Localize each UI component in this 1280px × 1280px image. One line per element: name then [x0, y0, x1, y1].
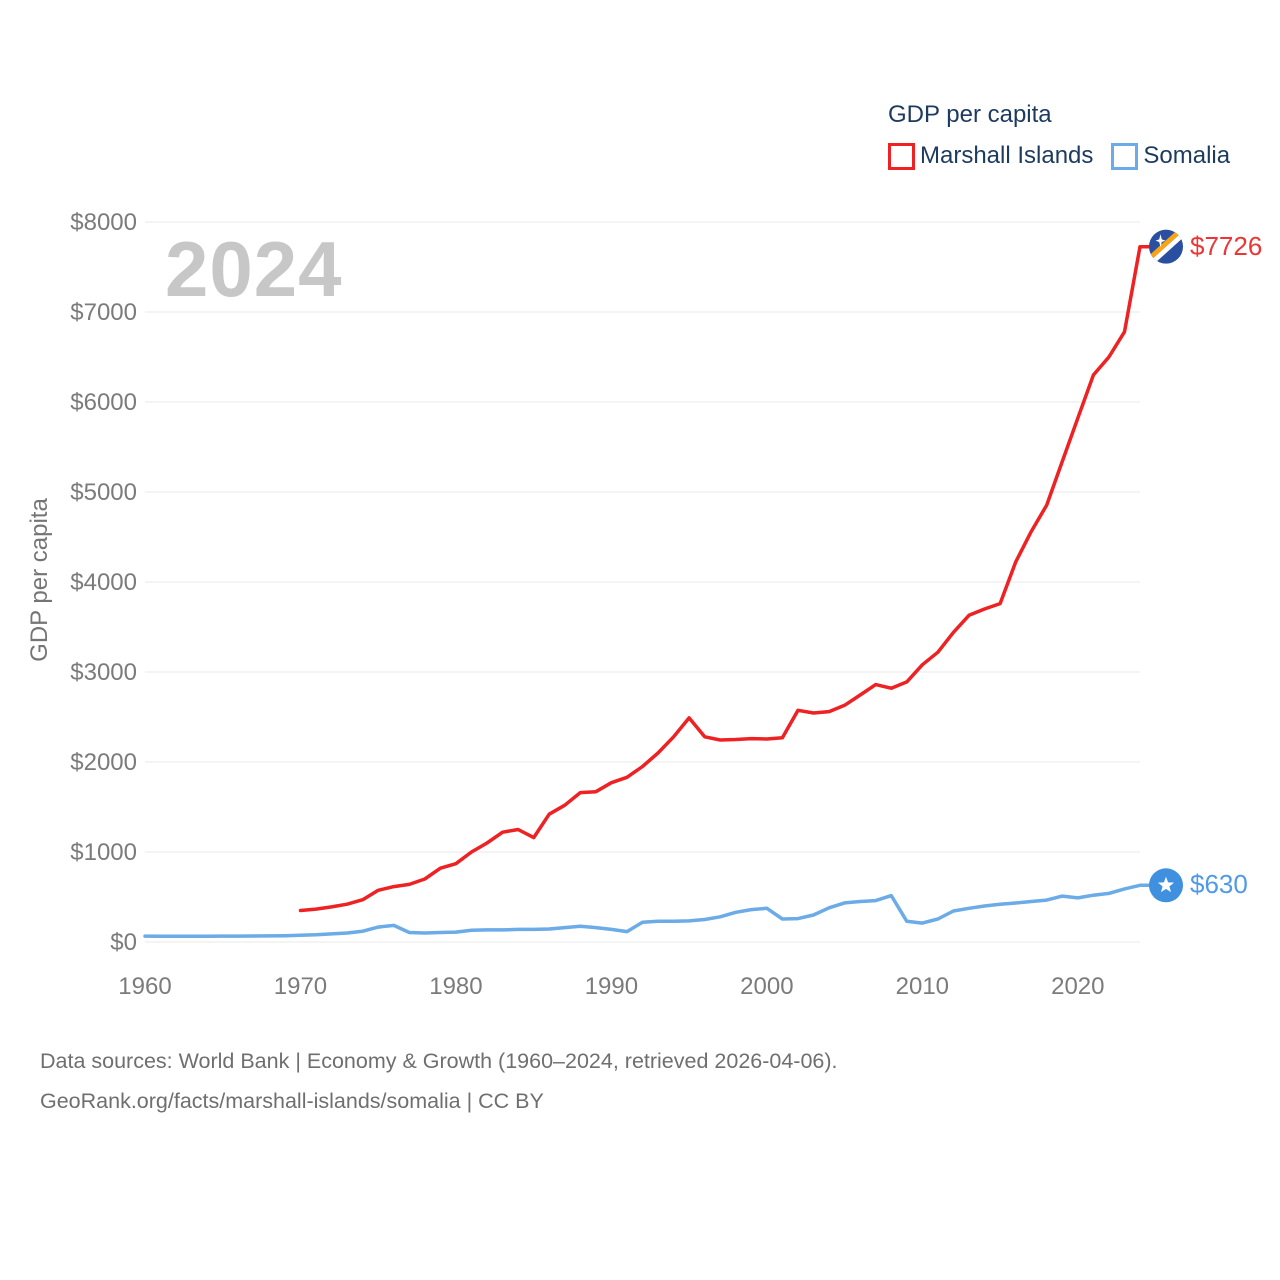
gridlines	[145, 221, 1140, 943]
axis-tick-labels: $0 $1000 $2000 $3000 $4000 $5000 $6000 $7000 $80…	[70, 209, 1104, 1000]
marshall-islands-legend-swatch[interactable]	[888, 142, 915, 170]
somalia-legend-label[interactable]: Somalia	[1143, 142, 1231, 169]
y-tick-label: $8000	[70, 209, 137, 236]
flag-orange-stripe	[1149, 229, 1183, 262]
y-axis-title: GDP per capita	[26, 498, 53, 662]
attribution-line: GeoRank.org/facts/marshall-islands/somal…	[40, 1089, 544, 1113]
flag-star	[1157, 876, 1175, 893]
y-tick-label: $0	[110, 929, 137, 956]
data-sources-line: Data sources: World Bank | Economy & Gro…	[40, 1049, 838, 1073]
somalia-line	[143, 883, 1151, 939]
legend-items: Marshall Islands Somalia	[888, 142, 1230, 170]
x-tick-label: 1980	[429, 973, 482, 1000]
marshall-islands-end-label: $7726	[1190, 230, 1263, 261]
x-tick-label: 1960	[118, 973, 171, 1000]
data-series	[143, 244, 1151, 939]
somalia-legend-swatch[interactable]	[1111, 142, 1139, 170]
y-tick-label: $6000	[70, 389, 137, 416]
somalia-flag-icon	[1149, 868, 1183, 903]
x-tick-label: 1970	[274, 973, 327, 1000]
y-tick-label: $4000	[70, 569, 137, 596]
marshall-islands-line	[298, 244, 1151, 913]
marshall-islands-legend-label[interactable]: Marshall Islands	[920, 142, 1094, 169]
marshall-islands-flag-icon	[1149, 229, 1183, 264]
somalia-end-label: $630	[1190, 869, 1248, 900]
y-tick-label: $1000	[70, 839, 137, 866]
x-tick-label: 2020	[1051, 973, 1104, 1000]
year-watermark: 2024	[165, 225, 343, 313]
x-tick-label: 2010	[896, 973, 949, 1000]
y-tick-label: $7000	[70, 299, 137, 326]
flag-white-stripe	[1149, 231, 1183, 264]
x-tick-label: 1990	[585, 973, 638, 1000]
y-tick-label: $2000	[70, 749, 137, 776]
footer: Data sources: World Bank | Economy & Gro…	[40, 1041, 838, 1121]
y-tick-label: $5000	[70, 479, 137, 506]
y-tick-label: $3000	[70, 659, 137, 686]
flag-star	[1155, 234, 1166, 248]
legend: GDP per capita Marshall Islands Somalia	[888, 101, 1230, 170]
x-tick-label: 2000	[740, 973, 793, 1000]
legend-title: GDP per capita	[888, 101, 1052, 128]
